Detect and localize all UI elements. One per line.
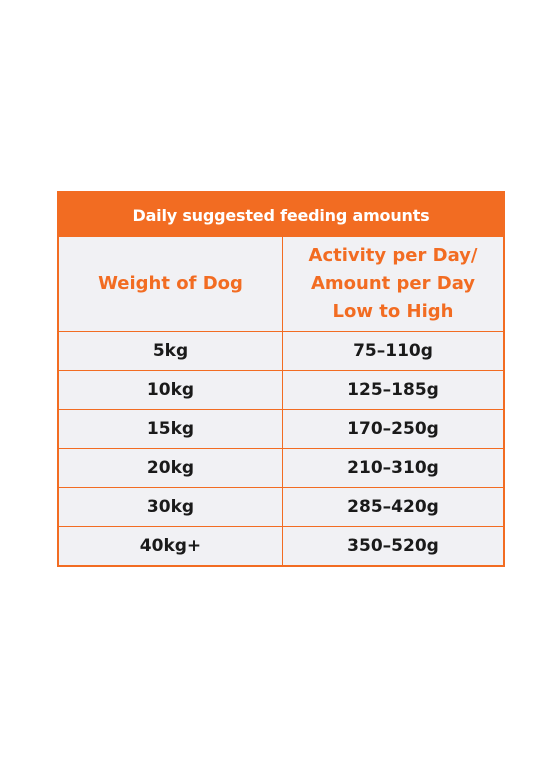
table-header-row: Weight of Dog Activity per Day/ Amount p… [59, 237, 503, 331]
amount-cell: 125–185g [347, 380, 439, 400]
table-row: 30kg 285–420g [59, 487, 503, 526]
table-row: 10kg 125–185g [59, 370, 503, 409]
weight-cell: 5kg [59, 332, 283, 370]
weight-cell: 20kg [59, 449, 283, 487]
amount-cell: 285–420g [347, 497, 439, 517]
amount-cell: 75–110g [353, 341, 433, 361]
amount-cell: 350–520g [347, 536, 439, 556]
table-title: Daily suggested feeding amounts [59, 193, 503, 237]
weight-cell: 10kg [59, 371, 283, 409]
amount-cell: 210–310g [347, 458, 439, 478]
table-row: 40kg+ 350–520g [59, 526, 503, 565]
weight-cell: 30kg [59, 488, 283, 526]
feeding-table: Daily suggested feeding amounts Weight o… [57, 191, 505, 567]
amount-column-header: Activity per Day/ Amount per Day Low to … [308, 245, 478, 322]
weight-cell: 15kg [59, 410, 283, 448]
weight-column-header: Weight of Dog [59, 237, 283, 331]
table-row: 15kg 170–250g [59, 409, 503, 448]
amount-cell: 170–250g [347, 419, 439, 439]
weight-cell: 40kg+ [59, 527, 283, 565]
table-row: 20kg 210–310g [59, 448, 503, 487]
table-row: 5kg 75–110g [59, 331, 503, 370]
